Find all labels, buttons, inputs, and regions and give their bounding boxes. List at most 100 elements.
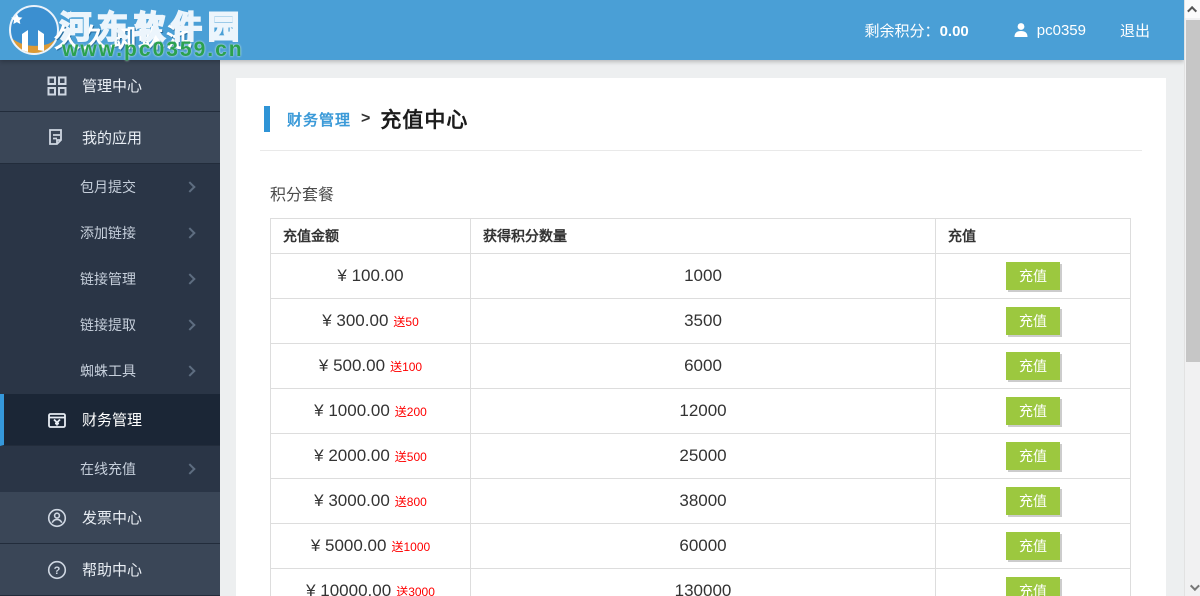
column-header-charge: 充值	[935, 218, 1131, 254]
charge-cell: 充值	[935, 253, 1131, 299]
charge-button[interactable]: 充值	[1006, 487, 1060, 515]
main-content: 财务管理 > 充值中心 积分套餐 充值金额 获得积分数量 充值 ¥ 100.00…	[220, 60, 1184, 596]
amount-cell: ¥ 10000.00 送3000	[270, 568, 471, 596]
amount-cell: ¥ 1000.00 送200	[270, 388, 471, 434]
amount-cell: ¥ 2000.00 送500	[270, 433, 471, 479]
amount-cell: ¥ 100.00	[270, 253, 471, 299]
amount-value: ¥ 100.00	[337, 266, 404, 285]
chevron-right-icon	[184, 273, 196, 285]
amount-value: ¥ 300.00	[322, 311, 389, 330]
amount-cell: ¥ 300.00 送50	[270, 298, 471, 344]
amount-value: ¥ 1000.00	[314, 401, 390, 420]
chevron-right-icon	[184, 463, 196, 475]
points-cell: 25000	[470, 433, 936, 479]
sidebar-item-label: 在线充值	[80, 461, 136, 477]
content-panel: 财务管理 > 充值中心 积分套餐 充值金额 获得积分数量 充值 ¥ 100.00…	[236, 78, 1166, 596]
charge-cell: 充值	[935, 568, 1131, 596]
amount-value: ¥ 5000.00	[310, 536, 387, 555]
charge-button[interactable]: 充值	[1006, 577, 1060, 596]
amount-value: ¥ 500.00	[318, 356, 386, 375]
vertical-scrollbar[interactable]	[1184, 0, 1200, 596]
amount-value: ¥ 3000.00	[314, 491, 390, 510]
svg-text:?: ?	[54, 565, 61, 577]
points-cell: 1000	[470, 253, 936, 299]
page-title: 充值中心	[380, 109, 469, 132]
package-row-0: ¥ 100.00 1000 充值	[270, 253, 1131, 299]
bonus-label: 送1000	[391, 540, 431, 554]
sidebar-item-5[interactable]: 链接提取	[0, 302, 220, 348]
packages-table: 充值金额 获得积分数量 充值 ¥ 100.00 1000 充值 ¥ 300.00 送50…	[270, 218, 1131, 596]
column-header-points: 获得积分数量	[470, 218, 936, 254]
package-row-7: ¥ 10000.00 送3000 130000 充值	[270, 568, 1131, 596]
sidebar-item-label: 我的应用	[82, 130, 143, 147]
charge-cell: 充值	[935, 433, 1131, 479]
sidebar-item-label: 链接提取	[80, 317, 136, 333]
sidebar-item-8[interactable]: 在线充值	[0, 446, 220, 492]
sidebar-item-label: 添加链接	[80, 225, 136, 241]
sidebar-item-label: 蜘蛛工具	[80, 363, 136, 379]
remaining-points: 剩余积分：0.00	[865, 20, 969, 41]
package-row-6: ¥ 5000.00 送1000 60000 充值	[270, 523, 1131, 569]
sidebar-item-7[interactable]: 财务管理	[0, 394, 220, 446]
package-row-1: ¥ 300.00 送50 3500 充值	[270, 298, 1131, 344]
charge-button[interactable]: 充值	[1006, 397, 1060, 425]
breadcrumb-accent-bar	[264, 106, 270, 132]
username: pc0359	[1036, 21, 1086, 39]
document-icon	[46, 128, 68, 148]
package-row-5: ¥ 3000.00 送800 38000 充值	[270, 478, 1131, 524]
table-header-row: 充值金额 获得积分数量 充值	[270, 218, 1131, 254]
scroll-down-button[interactable]	[1185, 578, 1200, 596]
sidebar-item-6[interactable]: 蜘蛛工具	[0, 348, 220, 394]
scrollbar-thumb[interactable]	[1186, 20, 1200, 362]
points-cell: 3500	[470, 298, 936, 344]
breadcrumb-section-link[interactable]: 财务管理	[287, 111, 352, 129]
cashbox-icon	[46, 410, 68, 430]
bonus-label: 送100	[390, 360, 423, 374]
amount-value: ¥ 10000.00	[306, 581, 392, 596]
logout-button[interactable]: 退出	[1119, 22, 1150, 40]
chevron-right-icon	[184, 181, 196, 193]
charge-button[interactable]: 充值	[1006, 532, 1060, 560]
column-header-amount: 充值金额	[270, 218, 471, 254]
sidebar-item-0[interactable]: 管理中心	[0, 60, 220, 112]
sidebar-item-4[interactable]: 链接管理	[0, 256, 220, 302]
points-cell: 130000	[470, 568, 936, 596]
chevron-right-icon	[184, 365, 196, 377]
sidebar-item-3[interactable]: 添加链接	[0, 210, 220, 256]
package-row-3: ¥ 1000.00 送200 12000 充值	[270, 388, 1131, 434]
sidebar-item-2[interactable]: 包月提交	[0, 164, 220, 210]
topbar-right: 剩余积分：0.00 pc0359 退出	[865, 20, 1184, 41]
scroll-up-button[interactable]	[1185, 0, 1200, 18]
sidebar-item-1[interactable]: 我的应用	[0, 112, 220, 164]
charge-button[interactable]: 充值	[1006, 262, 1060, 290]
amount-cell: ¥ 500.00 送100	[270, 343, 471, 389]
sidebar-item-label: 财务管理	[82, 412, 143, 429]
bonus-label: 送3000	[396, 585, 435, 596]
sidebar-item-label: 发票中心	[82, 510, 143, 527]
watermark-url: www.pc0359.cn	[62, 38, 244, 61]
charge-button[interactable]: 充值	[1006, 352, 1060, 380]
sidebar-item-9[interactable]: 发票中心	[0, 492, 220, 544]
package-row-4: ¥ 2000.00 送500 25000 充值	[270, 433, 1131, 479]
site-title: 久久蜘蛛池	[54, 23, 195, 53]
bonus-label: 送50	[393, 315, 419, 329]
remaining-points-value: 0.00	[939, 22, 969, 40]
amount-value: ¥ 2000.00	[314, 446, 390, 465]
charge-button[interactable]: 充值	[1006, 307, 1060, 335]
sidebar-item-label: 帮助中心	[82, 562, 143, 579]
charge-cell: 充值	[935, 343, 1131, 389]
bonus-label: 送200	[394, 405, 427, 419]
current-user[interactable]: pc0359	[1013, 22, 1086, 39]
breadcrumb: 财务管理 > 充值中心	[260, 78, 1142, 134]
charge-cell: 充值	[935, 523, 1131, 569]
points-cell: 6000	[470, 343, 936, 389]
chevron-down-icon	[1189, 580, 1200, 591]
charge-button[interactable]: 充值	[1006, 442, 1060, 470]
globe-logo-icon	[8, 4, 60, 56]
chevron-up-icon	[1186, 5, 1197, 16]
grid-icon	[46, 76, 68, 96]
points-cell: 60000	[470, 523, 936, 569]
chevron-right-icon	[184, 227, 196, 239]
header-divider	[260, 150, 1142, 151]
sidebar-item-10[interactable]: ? 帮助中心	[0, 544, 220, 596]
